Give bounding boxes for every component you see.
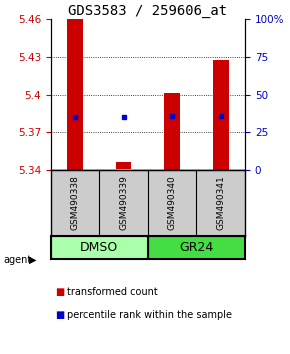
Text: transformed count: transformed count: [67, 287, 157, 297]
Bar: [116, 162, 131, 169]
Text: ▶: ▶: [29, 255, 37, 265]
Bar: [164, 93, 180, 170]
Bar: [51, 236, 148, 259]
Text: GSM490338: GSM490338: [70, 175, 79, 230]
Text: DMSO: DMSO: [80, 241, 118, 254]
Title: GDS3583 / 259606_at: GDS3583 / 259606_at: [68, 5, 227, 18]
Text: percentile rank within the sample: percentile rank within the sample: [67, 310, 232, 320]
Text: GSM490340: GSM490340: [168, 175, 177, 230]
Bar: [213, 59, 229, 170]
Text: GSM490339: GSM490339: [119, 175, 128, 230]
Text: ■: ■: [55, 287, 64, 297]
Text: GR24: GR24: [179, 241, 214, 254]
Text: GSM490341: GSM490341: [216, 175, 225, 230]
Text: agent: agent: [3, 255, 31, 265]
Bar: [148, 236, 245, 259]
Text: ■: ■: [55, 310, 64, 320]
Bar: [67, 19, 83, 170]
